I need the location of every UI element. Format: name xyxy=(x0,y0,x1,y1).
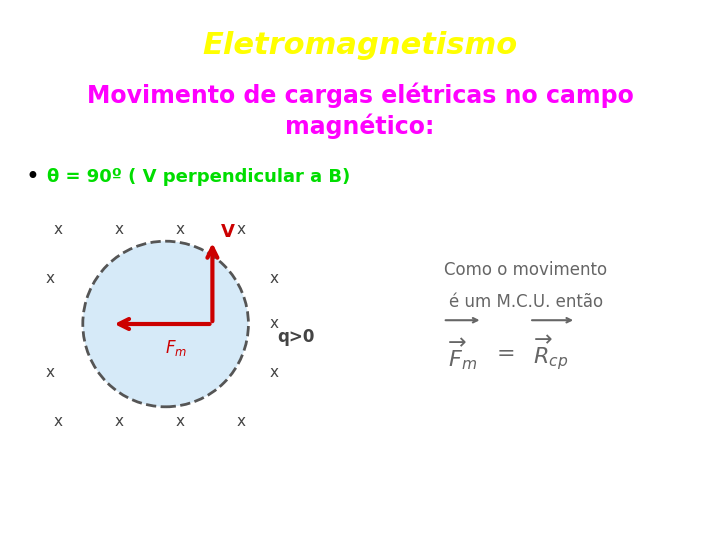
Text: x: x xyxy=(176,414,184,429)
Text: x: x xyxy=(114,414,123,429)
Text: x: x xyxy=(114,222,123,237)
Text: x: x xyxy=(237,414,246,429)
Text: x: x xyxy=(46,365,55,380)
Text: x: x xyxy=(269,271,278,286)
Text: Eletromagnetismo: Eletromagnetismo xyxy=(202,31,518,60)
Text: x: x xyxy=(53,222,62,237)
Text: x: x xyxy=(141,314,154,334)
Text: q>0: q>0 xyxy=(277,328,315,347)
Text: =: = xyxy=(496,343,515,364)
Ellipse shape xyxy=(83,241,248,407)
Text: x: x xyxy=(46,271,55,286)
Text: Como o movimento: Como o movimento xyxy=(444,261,607,279)
Text: $\overrightarrow{R}_{cp}$: $\overrightarrow{R}_{cp}$ xyxy=(533,334,569,373)
Text: é um M.C.U. então: é um M.C.U. então xyxy=(449,293,603,312)
Text: V: V xyxy=(221,223,235,241)
Text: Movimento de cargas elétricas no campo
magnético:: Movimento de cargas elétricas no campo m… xyxy=(86,82,634,139)
Text: $\overrightarrow{F}_m$: $\overrightarrow{F}_m$ xyxy=(449,336,477,372)
Text: •: • xyxy=(25,165,39,189)
Text: x: x xyxy=(53,414,62,429)
Text: $F_m$: $F_m$ xyxy=(166,338,187,359)
Text: θ = 90º ( V perpendicular a B): θ = 90º ( V perpendicular a B) xyxy=(47,168,350,186)
Text: x: x xyxy=(237,222,246,237)
Text: x: x xyxy=(269,365,278,380)
Text: x: x xyxy=(269,316,278,332)
Text: x: x xyxy=(176,222,184,237)
